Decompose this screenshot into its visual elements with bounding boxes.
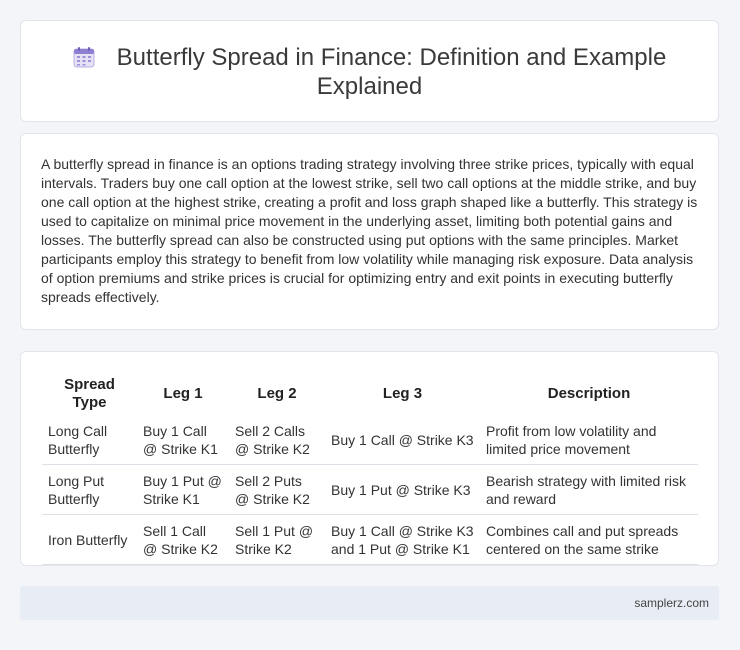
title-card: Butterfly Spread in Finance: Definition …: [20, 20, 719, 122]
table-row: Long Put Butterfly Buy 1 Put @ Strike K1…: [42, 464, 698, 515]
table-card: Spread Type Leg 1 Leg 2 Leg 3 Descriptio…: [20, 351, 719, 566]
spread-table: Spread Type Leg 1 Leg 2 Leg 3 Descriptio…: [42, 372, 698, 565]
cell-spread-type: Long Call Butterfly: [42, 415, 137, 465]
cell-leg-1: Sell 1 Call @ Strike K2: [137, 514, 229, 565]
header-spread-type: Spread Type: [64, 376, 115, 411]
table-row: Iron Butterfly Sell 1 Call @ Strike K2 S…: [42, 514, 698, 565]
cell-leg-1: Buy 1 Call @ Strike K1: [137, 415, 229, 465]
table-row: Long Call Butterfly Buy 1 Call @ Strike …: [42, 415, 698, 465]
footer-site-link[interactable]: samplerz.com: [634, 596, 709, 610]
table-header-row: Spread Type Leg 1 Leg 2 Leg 3 Descriptio…: [42, 372, 698, 415]
cell-spread-type: Iron Butterfly: [42, 514, 137, 565]
cell-leg-2: Sell 2 Puts @ Strike K2: [229, 464, 325, 515]
description-text: A butterfly spread in finance is an opti…: [41, 156, 698, 305]
header-leg-3: Leg 3: [382, 385, 423, 402]
cell-leg-2: Sell 1 Put @ Strike K2: [229, 514, 325, 565]
header-description: Description: [547, 385, 631, 402]
cell-leg-3: Buy 1 Call @ Strike K3: [325, 415, 480, 465]
page-title-wrap: Butterfly Spread in Finance: Definition …: [61, 43, 678, 101]
cell-description: Bearish strategy with limited risk and r…: [480, 464, 698, 515]
cell-leg-3: Buy 1 Call @ Strike K3 and 1 Put @ Strik…: [325, 514, 480, 565]
page-title: Butterfly Spread in Finance: Definition …: [116, 44, 667, 100]
cell-description: Profit from low volatility and limited p…: [480, 415, 698, 465]
cell-leg-2: Sell 2 Calls @ Strike K2: [229, 415, 325, 465]
cell-description: Combines call and put spreads centered o…: [480, 514, 698, 565]
header-leg-2: Leg 2: [257, 385, 297, 402]
description-card: A butterfly spread in finance is an opti…: [20, 133, 719, 330]
footer: samplerz.com: [20, 586, 719, 620]
cell-leg-3: Buy 1 Put @ Strike K3: [325, 464, 480, 515]
cell-leg-1: Buy 1 Put @ Strike K1: [137, 464, 229, 515]
header-leg-1: Leg 1: [163, 385, 203, 402]
cell-spread-type: Long Put Butterfly: [42, 464, 137, 515]
calendar-icon: [73, 47, 95, 68]
